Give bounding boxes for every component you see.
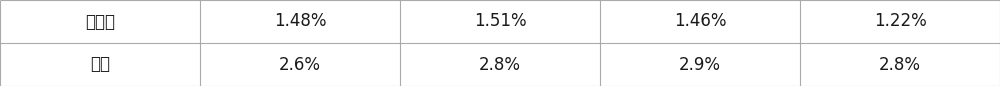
Text: 1.46%: 1.46% bbox=[674, 12, 726, 31]
Text: 谷维素: 谷维素 bbox=[85, 12, 115, 31]
Text: 2.8%: 2.8% bbox=[879, 55, 921, 74]
Text: 2.6%: 2.6% bbox=[279, 55, 321, 74]
Text: 2.9%: 2.9% bbox=[679, 55, 721, 74]
Text: 2.8%: 2.8% bbox=[479, 55, 521, 74]
Text: 1.22%: 1.22% bbox=[874, 12, 926, 31]
Text: 水分: 水分 bbox=[90, 55, 110, 74]
Text: 1.51%: 1.51% bbox=[474, 12, 526, 31]
Text: 1.48%: 1.48% bbox=[274, 12, 326, 31]
